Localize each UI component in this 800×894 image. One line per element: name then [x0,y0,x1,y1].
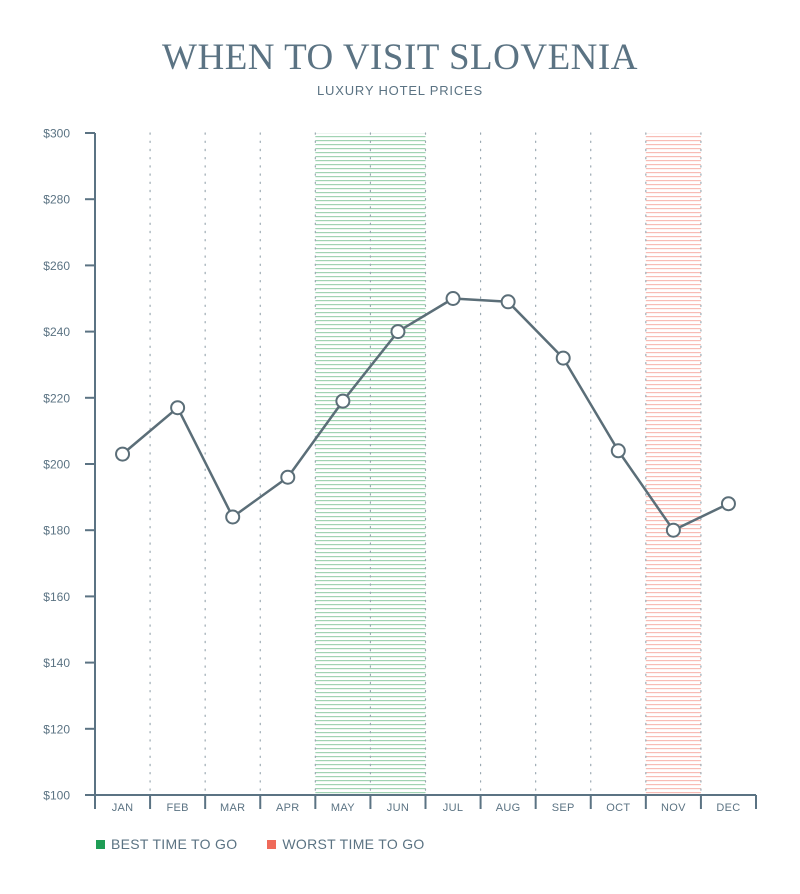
x-tick-label: NOV [661,802,686,814]
x-tick-label: JUL [443,802,463,814]
data-point [335,393,351,409]
legend-label-best: BEST TIME TO GO [111,836,238,852]
highlight-band-best [315,133,426,795]
y-tick-label: $120 [43,722,70,736]
y-axis-ticks: $100 $120 $140 $160 $180 $200 $220 $240 $260 $280… [43,127,95,803]
y-tick-label: $260 [43,259,70,273]
highlight-bands [315,133,701,795]
data-point [445,291,461,306]
legend-item-best: BEST TIME TO GO [96,836,237,852]
x-tick-label: MAY [331,802,355,814]
y-tick-label: $200 [43,458,70,472]
chart-title: WHEN TO VISIT SLOVENIA [162,37,638,78]
y-tick-label: $280 [43,193,70,207]
data-point [115,446,131,462]
data-point [500,294,516,310]
data-points [115,291,736,538]
highlight-band-worst [645,133,701,795]
y-tick-label: $220 [43,391,70,405]
legend-swatch-worst [267,839,277,849]
y-tick-label: $160 [43,590,70,604]
legend-swatch-best [96,839,105,849]
data-point [610,443,626,459]
x-tick-label: AUG [496,802,521,814]
x-tick-label: JAN [112,802,134,814]
series-line [121,297,729,532]
x-tick-label: DEC [716,802,740,814]
data-point [170,400,186,416]
y-tick-label: $180 [43,524,70,538]
series-line-path [121,297,729,532]
x-tick-label: FEB [166,802,188,814]
x-tick-label: MAR [220,802,245,814]
data-point [720,496,736,512]
chart-subtitle: LUXURY HOTEL PRICES [317,83,483,98]
x-tick-label: SEP [552,802,575,814]
x-tick-label: APR [276,802,300,814]
x-axis-ticks: JAN FEB MAR APR MAY JUN JUL AUG SEP OCT NOV DEC [94,795,757,814]
data-point [665,522,681,538]
y-tick-label: $240 [43,325,70,339]
x-tick-label: OCT [606,802,630,814]
legend: BEST TIME TO GO WORST TIME TO GO [96,836,425,852]
data-point [390,324,406,340]
x-tick-label: JUN [387,802,409,814]
y-tick-label: $300 [43,127,70,141]
data-point [555,350,571,366]
data-point [225,509,241,525]
y-tick-label: $100 [43,789,70,803]
data-point [280,469,296,485]
legend-item-worst: WORST TIME TO GO [267,836,424,852]
y-tick-label: $140 [43,656,70,670]
legend-label-worst: WORST TIME TO GO [282,836,425,852]
